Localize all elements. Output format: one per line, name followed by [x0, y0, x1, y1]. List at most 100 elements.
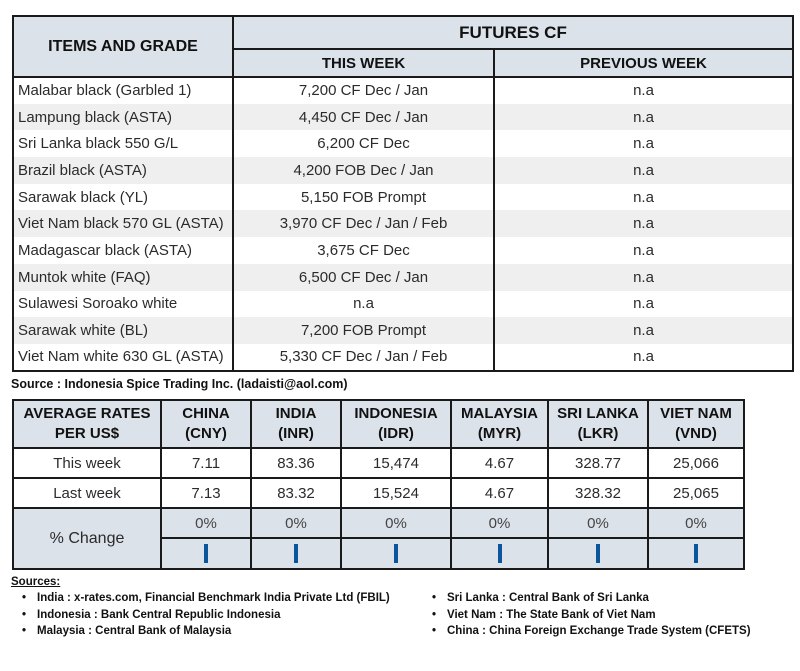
table-row: Sarawak white (BL) 7,200 FOB Prompt n.a: [12, 317, 795, 344]
equals-icon: [497, 544, 502, 564]
previous-week-value: n.a: [492, 343, 795, 371]
previous-week-value: n.a: [492, 77, 795, 104]
this-week-header: THIS WEEK: [232, 48, 495, 78]
rate-value: 83.32: [250, 477, 342, 509]
last-week-row: Last week 7.13 83.32 15,524 4.67 328.32 …: [12, 477, 745, 509]
previous-week-value: n.a: [492, 263, 795, 291]
trend-icon-cell: [250, 537, 342, 570]
source-text: Malaysia : Central Bank of Malaysia: [37, 625, 232, 637]
this-week-value: 4,200 FOB Dec / Jan: [232, 157, 495, 184]
sources-list-left: • India : x-rates.com, Financial Benchma…: [11, 590, 421, 640]
table-row: Madagascar black (ASTA) 3,675 CF Dec n.a: [12, 237, 795, 264]
average-rates-header: AVERAGE RATES PER US$: [12, 399, 162, 449]
currency-header-china: CHINA (CNY): [160, 399, 252, 449]
bullet-icon: •: [431, 592, 437, 604]
bullet-icon: •: [21, 592, 27, 604]
table-row: Malabar black (Garbled 1) 7,200 CF Dec /…: [12, 77, 795, 104]
source-attribution: Source : Indonesia Spice Trading Inc. (l…: [11, 377, 348, 391]
table-row: Viet Nam white 630 GL (ASTA) 5,330 CF De…: [12, 343, 795, 371]
rate-value: 328.77: [547, 447, 649, 479]
item-name: Sulawesi Soroako white: [12, 290, 234, 318]
equals-icon: [596, 544, 600, 564]
previous-week-value: n.a: [492, 183, 795, 211]
country-name: CHINA: [182, 404, 230, 422]
list-item: • Sri Lanka : Central Bank of Sri Lanka: [421, 590, 781, 607]
trend-icon-cell: [160, 537, 252, 570]
average-rates-line1: AVERAGE RATES: [23, 404, 151, 422]
list-item: • Indonesia : Bank Central Republic Indo…: [11, 607, 421, 624]
country-name: VIET NAM: [660, 404, 732, 422]
country-name: SRI LANKA: [557, 404, 639, 422]
source-text: India : x-rates.com, Financial Benchmark…: [37, 592, 390, 604]
equals-icon: [694, 544, 698, 564]
average-rates-table: AVERAGE RATES PER US$ CHINA (CNY) INDIA …: [12, 399, 745, 570]
previous-week-value: n.a: [492, 157, 795, 184]
futures-cf-title: FUTURES CF: [231, 15, 795, 50]
item-name: Viet Nam white 630 GL (ASTA): [12, 343, 234, 371]
source-text: Viet Nam : The State Bank of Viet Nam: [447, 608, 656, 621]
currency-code: (CNY): [185, 425, 227, 442]
table-row: Sulawesi Soroako white n.a n.a: [12, 290, 795, 318]
rate-value: 15,524: [340, 477, 452, 509]
average-rates-line2: PER US$: [54, 425, 120, 442]
trend-icons-row: [13, 537, 745, 570]
source-text: China : China Foreign Exchange Trade Sys…: [447, 625, 751, 637]
equals-icon: [294, 544, 298, 564]
this-week-row: This week 7.11 83.36 15,474 4.67 328.77 …: [12, 447, 745, 479]
this-week-value: 7,200 FOB Prompt: [232, 317, 495, 344]
currency-code: (INR): [278, 425, 314, 442]
this-week-value: n.a: [232, 290, 495, 318]
table-row: Brazil black (ASTA) 4,200 FOB Dec / Jan …: [12, 157, 795, 184]
trend-icon-cell: [547, 537, 649, 570]
pct-change-value: 0%: [340, 507, 452, 539]
item-name: Sri Lanka black 550 G/L: [12, 130, 234, 158]
item-name: Viet Nam black 570 GL (ASTA): [12, 210, 234, 238]
pct-change-value: 0%: [547, 507, 649, 539]
this-week-value: 3,970 CF Dec / Jan / Feb: [232, 210, 495, 238]
list-item: • India : x-rates.com, Financial Benchma…: [11, 590, 421, 607]
this-week-value: 5,150 FOB Prompt: [232, 183, 495, 211]
rate-value: 7.11: [160, 447, 252, 479]
this-week-value: 4,450 CF Dec / Jan: [232, 103, 495, 131]
table-row: Lampung black (ASTA) 4,450 CF Dec / Jan …: [12, 103, 795, 131]
previous-week-value: n.a: [492, 130, 795, 158]
currency-code: (MYR): [477, 425, 522, 442]
row-label: Last week: [12, 477, 162, 509]
row-label: This week: [12, 447, 162, 479]
currency-header-india: INDIA (INR): [250, 399, 342, 449]
item-name: Malabar black (Garbled 1): [12, 77, 234, 104]
rate-value: 4.67: [450, 447, 549, 479]
this-week-value: 6,500 CF Dec / Jan: [232, 263, 495, 291]
currency-header-indonesia: INDONESIA (IDR): [340, 399, 452, 449]
sources-heading: Sources:: [11, 576, 61, 588]
table-row: Sarawak black (YL) 5,150 FOB Prompt n.a: [12, 183, 795, 211]
bullet-icon: •: [21, 608, 27, 621]
rate-value: 7.13: [160, 477, 252, 509]
currency-header-sri-lanka: SRI LANKA (LKR): [547, 399, 649, 449]
previous-week-value: n.a: [492, 290, 795, 318]
sources-list-right: • Sri Lanka : Central Bank of Sri Lanka …: [421, 590, 781, 640]
rate-value: 328.32: [547, 477, 649, 509]
pct-change-value: 0%: [450, 507, 549, 539]
list-item: • Malaysia : Central Bank of Malaysia: [11, 623, 421, 640]
country-name: MALAYSIA: [461, 404, 538, 422]
pct-change-label: % Change: [12, 507, 162, 570]
bullet-icon: •: [21, 625, 27, 637]
trend-icon-cell: [647, 537, 745, 570]
rate-value: 4.67: [450, 477, 549, 509]
source-text: Sri Lanka : Central Bank of Sri Lanka: [447, 592, 649, 604]
item-name: Madagascar black (ASTA): [12, 237, 234, 264]
trend-icon-cell: [340, 537, 452, 570]
currency-header-malaysia: MALAYSIA (MYR): [450, 399, 549, 449]
equals-icon: [204, 544, 208, 564]
table-row: Sri Lanka black 550 G/L 6,200 CF Dec n.a: [12, 130, 795, 158]
list-item: • China : China Foreign Exchange Trade S…: [421, 623, 781, 640]
this-week-value: 5,330 CF Dec / Jan / Feb: [232, 343, 495, 371]
previous-week-value: n.a: [492, 317, 795, 344]
item-name: Lampung black (ASTA): [12, 103, 234, 131]
previous-week-header: PREVIOUS WEEK: [492, 48, 795, 78]
currency-code: (VND): [675, 425, 717, 442]
previous-week-value: n.a: [492, 103, 795, 131]
rate-value: 83.36: [250, 447, 342, 479]
